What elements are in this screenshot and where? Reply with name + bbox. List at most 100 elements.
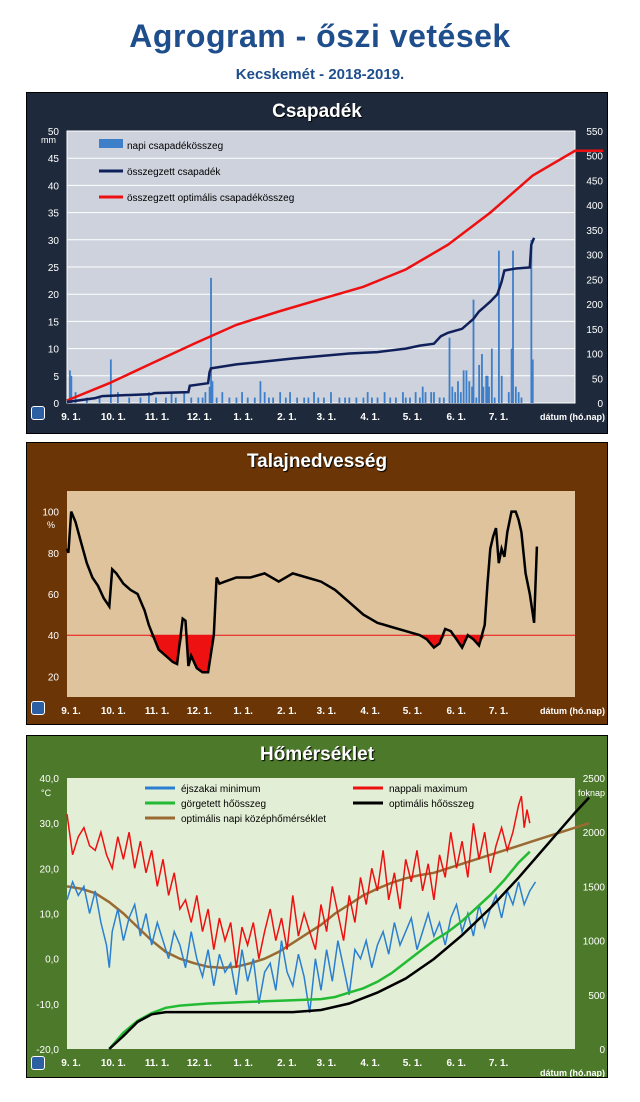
x-tick-label: 2. 1. <box>277 706 297 717</box>
y-tick-label: 20,0 <box>40 864 60 875</box>
rain-bar <box>482 386 485 403</box>
y-unit-label: % <box>47 520 55 530</box>
rain-bar <box>259 381 262 403</box>
x-tick-label: 10. 1. <box>101 1058 126 1069</box>
rain-bar <box>208 386 211 403</box>
rain-bar <box>514 386 517 403</box>
y-tick-label: 40 <box>48 631 60 642</box>
rain-bar <box>221 392 224 403</box>
rain-bar <box>98 397 101 403</box>
rain-bar <box>530 239 533 403</box>
rain-bar <box>498 250 500 403</box>
y-tick-label: 30,0 <box>40 819 60 830</box>
precipitation-chart: 0510152025303540455005010015020025030035… <box>41 127 605 423</box>
rain-bar <box>517 392 520 403</box>
rain-bar <box>394 397 397 403</box>
x-tick-label: 2. 1. <box>277 412 297 423</box>
y-right-tick-label: 550 <box>586 127 603 138</box>
rain-bar <box>241 392 243 403</box>
x-tick-label: 5. 1. <box>403 706 423 717</box>
precipitation-panel: Csapadék 0 5 10 15 20 25 30 35 40 45 50 0 50 100 150 20… <box>26 92 608 434</box>
x-tick-label: 1. 1. <box>233 706 253 717</box>
x-tick-label: 6. 1. <box>446 1058 466 1069</box>
y-tick-label: 50 <box>48 127 60 138</box>
y-tick-label: 15 <box>48 317 60 328</box>
y-tick-label: 20 <box>48 672 60 683</box>
rain-bar <box>344 397 346 403</box>
rain-bar <box>520 397 523 403</box>
rain-bar <box>190 397 193 403</box>
y-unit-label: mm <box>41 135 56 145</box>
rain-bar <box>355 397 358 403</box>
logo-icon <box>31 1056 45 1070</box>
page-subtitle: Kecskemét - 2018-2019. <box>235 66 405 83</box>
x-tick-label: 12. 1. <box>187 706 212 717</box>
y-right-tick-label: 500 <box>588 991 605 1002</box>
y-right-tick-label: 250 <box>586 275 603 286</box>
y-right-tick-label: 2500 <box>583 774 606 785</box>
rain-bar <box>253 397 256 403</box>
rain-bar <box>376 397 379 403</box>
day-max-line <box>66 795 531 968</box>
y-right-tick-label: 150 <box>586 325 603 336</box>
rain-bar <box>500 375 503 403</box>
y-right-unit-label: foknap <box>578 788 605 798</box>
y-tick-label: 30 <box>48 236 60 247</box>
cumulative-line <box>66 237 536 404</box>
rain-bar <box>313 392 315 403</box>
x-tick-label: 12. 1. <box>187 412 212 423</box>
rain-bar <box>267 397 270 403</box>
x-tick-label: 3. 1. <box>317 1058 337 1069</box>
rain-bar <box>183 392 186 403</box>
rain-bar <box>215 397 218 403</box>
rain-bar <box>272 397 275 403</box>
rain-bar <box>454 392 457 403</box>
rain-bar <box>70 375 73 403</box>
rain-bar <box>488 386 490 403</box>
rain-bar <box>296 397 299 403</box>
soil-moisture-panel: Talajnedvesség 20 40 60 80 100% 9. 1. 10. 1. 11… <box>26 442 608 725</box>
legend-label: összegzett csapadék <box>127 167 221 178</box>
rain-bar <box>512 250 514 403</box>
y-right-tick-label: 350 <box>586 226 603 237</box>
rain-bar <box>438 397 441 403</box>
rain-bar <box>228 397 231 403</box>
rain-bar <box>462 370 465 403</box>
rain-bar <box>362 397 365 403</box>
x-tick-label: 4. 1. <box>360 706 380 717</box>
rain-bar <box>459 392 462 403</box>
rain-bar <box>210 277 212 403</box>
x-tick-label: 3. 1. <box>317 412 337 423</box>
x-tick-label: 5. 1. <box>403 1058 423 1069</box>
y-right-tick-label: 2000 <box>583 828 606 839</box>
rain-bar <box>284 397 287 403</box>
y-right-tick-label: 50 <box>592 374 604 385</box>
rain-bar <box>174 397 177 403</box>
rain-bar <box>366 392 369 403</box>
x-tick-label: 9. 1. <box>61 706 81 717</box>
x-tick-label: 9. 1. <box>61 412 81 423</box>
x-tick-label: 11. 1. <box>145 412 170 423</box>
y-tick-label: 40 <box>48 181 60 192</box>
legend-label: éjszakai minimum <box>181 784 260 795</box>
x-axis-label: dátum (hó.nap) <box>540 412 605 422</box>
x-tick-label: 4. 1. <box>360 412 380 423</box>
rain-bar <box>330 392 332 403</box>
x-tick-label: 1. 1. <box>233 412 253 423</box>
y-tick-label: 10 <box>48 345 60 356</box>
page-title: Agrogram - őszi vetések <box>129 18 511 54</box>
rain-bar <box>307 397 310 403</box>
soil-moisture-chart-title: Talajnedvesség <box>246 451 388 472</box>
rain-bar <box>486 375 489 403</box>
optimal-cumulative-line <box>66 149 604 402</box>
x-tick-label: 4. 1. <box>360 1058 380 1069</box>
y-unit-label: °C <box>41 788 52 798</box>
x-tick-label: 7. 1. <box>489 412 509 423</box>
legend-swatch <box>99 139 123 148</box>
y-right-tick-label: 1500 <box>583 882 606 893</box>
legend-label: napi csapadékösszeg <box>127 141 223 152</box>
x-tick-label: 1. 1. <box>233 1058 253 1069</box>
rain-bar <box>246 397 249 403</box>
rain-bar <box>451 386 454 403</box>
y-tick-label: 35 <box>48 209 60 220</box>
